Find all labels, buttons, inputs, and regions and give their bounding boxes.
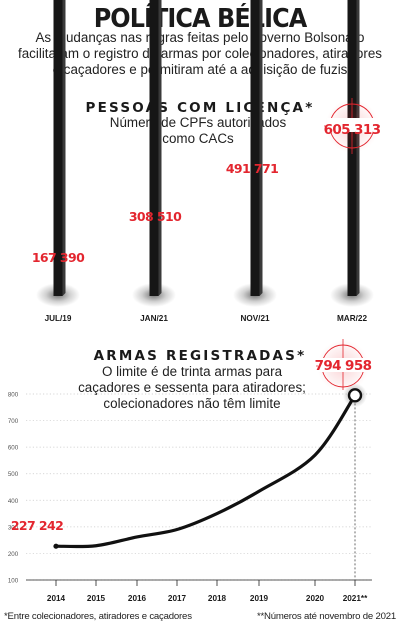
- weapons-y-tick-label: 100: [8, 578, 19, 585]
- page-subtitle: As mudanças nas regras feitas pelo gover…: [18, 30, 382, 77]
- licenses-value-label: 605 313: [324, 122, 381, 138]
- weapons-highlight-label-bg: [318, 358, 368, 372]
- weapons-y-tick-label: 500: [8, 471, 19, 478]
- weapons-chart-subtitle-3: colecionadores não têm limite: [103, 396, 280, 411]
- licenses-x-tick-label: NOV/21: [240, 314, 270, 323]
- weapons-line-chart: ARMAS REGISTRADAS* O limite é de trinta …: [8, 339, 372, 603]
- licenses-value-label: 308 510: [129, 209, 182, 224]
- weapons-chart-subtitle-2: caçadores e sessenta para atiradores;: [78, 380, 306, 395]
- weapons-y-tick-label: 600: [8, 445, 19, 452]
- licenses-value-label: 491 771: [226, 161, 278, 176]
- licenses-value-label: 167 390: [32, 250, 85, 265]
- weapons-x-tick-label: 2020: [306, 594, 325, 603]
- licenses-x-tick-label: JUL/19: [45, 314, 72, 323]
- footnote-left: *Entre colecionadores, atiradores e caça…: [4, 611, 192, 622]
- licenses-highlight-label-bg: [327, 118, 377, 132]
- weapons-first-value-label: 227 242: [11, 518, 63, 533]
- licenses-bar-side: [158, 0, 162, 296]
- licenses-bar: [149, 0, 159, 296]
- licenses-chart-title: PESSOAS COM LICENÇA*: [86, 100, 315, 116]
- licenses-bar-side: [259, 0, 263, 296]
- licenses-x-tick-label: MAR/22: [337, 314, 367, 323]
- weapons-y-tick-label: 800: [8, 392, 19, 399]
- weapons-last-point: [347, 388, 363, 403]
- weapons-y-tick-label: 400: [8, 498, 19, 505]
- weapons-x-tick-label: 2014: [47, 594, 66, 603]
- weapons-y-tick-label: 200: [8, 551, 19, 558]
- weapons-series-line: [54, 393, 357, 549]
- weapons-chart-title: ARMAS REGISTRADAS*: [94, 348, 307, 364]
- licenses-chart-subtitle-2: como CACs: [162, 131, 234, 146]
- weapons-x-tick-label: 2016: [128, 594, 147, 603]
- licenses-x-tick-label: JAN/21: [140, 314, 168, 323]
- licenses-bar-chart: PESSOAS COM LICENÇA* Número de CPFs auto…: [32, 0, 381, 323]
- weapons-first-point: [53, 543, 59, 549]
- licenses-bar: [250, 0, 260, 296]
- weapons-chart-subtitle-1: O limite é de trinta armas para: [102, 364, 283, 379]
- weapons-last-value-label: 794 958: [315, 358, 372, 374]
- licenses-bar: [53, 0, 63, 296]
- weapons-x-tick-label: 2021**: [343, 594, 368, 603]
- weapons-x-tick-label: 2018: [208, 594, 227, 603]
- weapons-x-tick-label: 2015: [87, 594, 106, 603]
- weapons-x-tick-label: 2019: [250, 594, 269, 603]
- weapons-y-tick-label: 300: [8, 524, 19, 531]
- footnote-right: **Números até novembro de 2021: [256, 611, 396, 622]
- page-title: POLÍTICA BÉLICA: [93, 4, 308, 34]
- weapons-x-tick-label: 2017: [168, 594, 187, 603]
- licenses-bar-side: [62, 0, 66, 296]
- weapons-y-tick-label: 700: [8, 418, 19, 425]
